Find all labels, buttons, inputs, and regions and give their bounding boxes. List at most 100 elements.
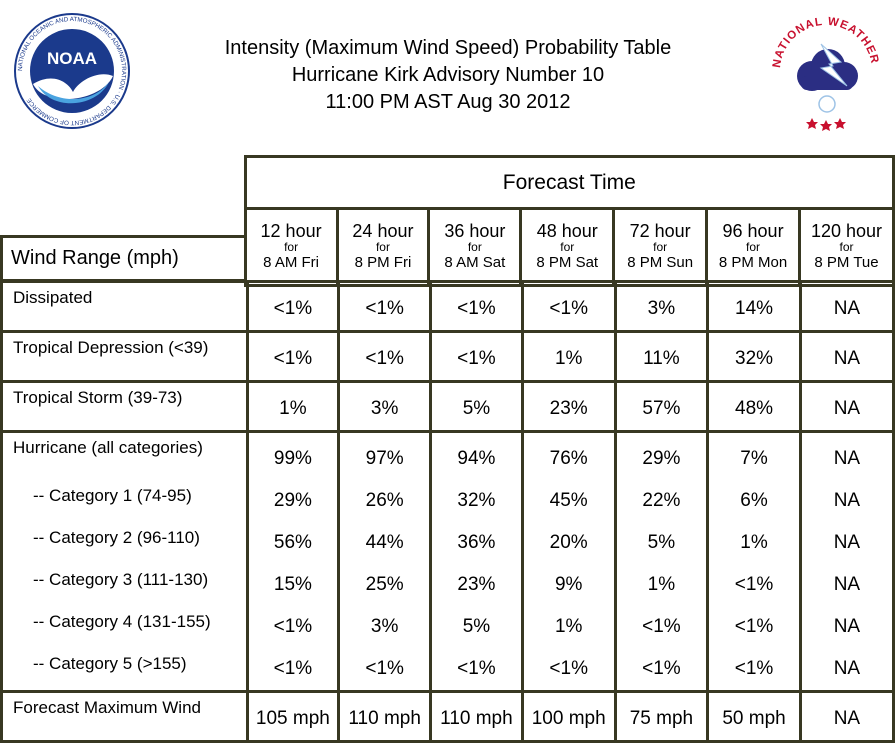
table-cell: 32% — [457, 490, 496, 511]
column-header: 72 hour for 8 PM Sun — [612, 207, 709, 287]
column-header: 120 hour for 8 PM Tue — [798, 207, 895, 287]
table-cell: 1% — [647, 574, 676, 595]
row-label-hurricane: Hurricane (all categories) — [13, 438, 203, 457]
table-cell: 20% — [549, 532, 588, 553]
title-line-3: 11:00 PM AST Aug 30 2012 — [325, 91, 571, 113]
column-header: 36 hour for 8 AM Sat — [427, 207, 523, 287]
table-cell: <1% — [549, 298, 588, 319]
row-label-cat4: -- Category 4 (131-155) — [33, 612, 211, 631]
nws-lightning-cloud-icon — [797, 43, 858, 113]
column-header: 96 hour for 8 PM Mon — [705, 207, 802, 287]
table-cell: <1% — [365, 298, 404, 319]
value-column: 94% 32% 36% 23% 5% <1% — [429, 430, 524, 693]
table-cell: <1% — [642, 616, 681, 637]
table-cell: 36% — [457, 532, 496, 553]
table-cell: 23% — [549, 398, 588, 419]
column-header: 48 hour for 8 PM Sat — [519, 207, 616, 287]
row-label: Forecast Maximum Wind — [13, 698, 201, 717]
table-cell: NA — [833, 348, 861, 369]
table-cell: <1% — [273, 298, 313, 319]
table-cell: 1% — [554, 348, 583, 369]
table-cell: 29% — [642, 448, 681, 469]
table-row-tropical-depression: Tropical Depression (<39) <1% <1% <1% 1%… — [0, 330, 895, 383]
table-cell: 5% — [462, 616, 491, 637]
table-cell: <1% — [457, 658, 496, 679]
table-cell: <1% — [457, 348, 496, 369]
value-column: 97% 26% 44% 25% 3% <1% — [337, 430, 433, 693]
row-label-cat5: -- Category 5 (>155) — [33, 654, 187, 673]
value-column: 76% 45% 20% 9% 1% <1% — [520, 430, 617, 693]
row-label: Tropical Depression (<39) — [13, 338, 209, 357]
table-cell: 5% — [647, 532, 676, 553]
row-label-cat1: -- Category 1 (74-95) — [33, 486, 192, 505]
table-cell: 50 mph — [722, 708, 786, 729]
value-column: 29% 22% 5% 1% <1% <1% — [613, 430, 710, 693]
table-cell: 75 mph — [629, 708, 694, 729]
forecast-time-header: Forecast Time — [243, 155, 895, 210]
table-cell: 100 mph — [531, 708, 606, 729]
wind-range-header: Wind Range (mph) — [0, 235, 246, 282]
page-title: Intensity (Maximum Wind Speed) Probabili… — [150, 35, 746, 116]
table-cell: 45% — [549, 490, 588, 511]
table-cell: NA — [833, 658, 861, 679]
table-cell: 48% — [735, 398, 774, 419]
table-cell: 25% — [365, 574, 404, 595]
table-cell: 9% — [554, 574, 583, 595]
table-cell: 1% — [554, 616, 583, 637]
table-cell: 105 mph — [255, 708, 330, 729]
table-cell: <1% — [642, 658, 681, 679]
column-header: 24 hour for 8 PM Fri — [335, 207, 431, 287]
table-cell: 56% — [273, 532, 312, 553]
table-cell: NA — [833, 448, 861, 469]
table-cell: NA — [833, 708, 861, 729]
table-cell: <1% — [365, 658, 404, 679]
table-cell: 110 mph — [440, 708, 513, 729]
value-column: 7% 6% 1% <1% <1% <1% — [706, 430, 802, 693]
nws-logo: NATIONAL WEATHER SERVICE — [765, 10, 884, 131]
table-cell: 6% — [740, 490, 768, 511]
noaa-logo-text: NOAA — [47, 49, 97, 68]
noaa-logo: NOAA NATIONAL OCEANIC AND ATMOSPHERIC AD… — [14, 13, 130, 129]
noaa-seagull-icon — [33, 74, 113, 100]
value-column: 99% 29% 56% 15% <1% <1% — [245, 430, 341, 693]
row-label-cat3: -- Category 3 (111-130) — [33, 570, 209, 589]
table-cell: 3% — [370, 616, 399, 637]
table-cell: 110 mph — [348, 708, 421, 729]
table-cell: 23% — [457, 574, 496, 595]
table-cell: <1% — [734, 658, 774, 679]
table-cell: <1% — [734, 616, 774, 637]
column-header: 12 hour for 8 AM Fri — [243, 207, 339, 287]
table-cell: NA — [833, 574, 861, 595]
table-cell: 14% — [735, 298, 774, 319]
row-label: Dissipated — [13, 288, 93, 307]
table-cell: NA — [833, 490, 861, 511]
table-cell: 3% — [370, 398, 399, 419]
table-row-max-wind: Forecast Maximum Wind 105 mph 110 mph 11… — [0, 690, 895, 743]
table-cell: 57% — [642, 398, 681, 419]
table-cell: <1% — [549, 658, 588, 679]
table-cell: 32% — [735, 348, 774, 369]
row-label: Tropical Storm (39-73) — [13, 388, 183, 407]
table-row-tropical-storm: Tropical Storm (39-73) 1% 3% 5% 23% 57% … — [0, 380, 895, 433]
table-cell: 1% — [279, 398, 307, 419]
table-cell: <1% — [457, 298, 496, 319]
table-cell: 97% — [365, 448, 404, 469]
table-row-hurricane-group: Hurricane (all categories) -- Category 1… — [0, 430, 895, 693]
table-cell: <1% — [734, 574, 774, 595]
table-cell: 15% — [273, 574, 312, 595]
table-cell: 76% — [549, 448, 588, 469]
table-cell: 44% — [365, 532, 404, 553]
title-line-2: Hurricane Kirk Advisory Number 10 — [291, 64, 605, 86]
probability-table: Forecast Time 12 hour for 8 AM Fri 24 hour… — [0, 155, 895, 287]
table-cell: 5% — [462, 398, 491, 419]
table-cell: 22% — [642, 490, 681, 511]
table-cell: <1% — [273, 616, 313, 637]
row-label-cat2: -- Category 2 (96-110) — [33, 528, 200, 547]
table-cell: 1% — [740, 532, 768, 553]
table-cell: 7% — [740, 448, 768, 469]
table-cell: <1% — [273, 348, 313, 369]
table-cell: 11% — [643, 348, 680, 369]
table-cell: 26% — [365, 490, 404, 511]
table-cell: 99% — [273, 448, 312, 469]
table-cell: NA — [833, 398, 861, 419]
